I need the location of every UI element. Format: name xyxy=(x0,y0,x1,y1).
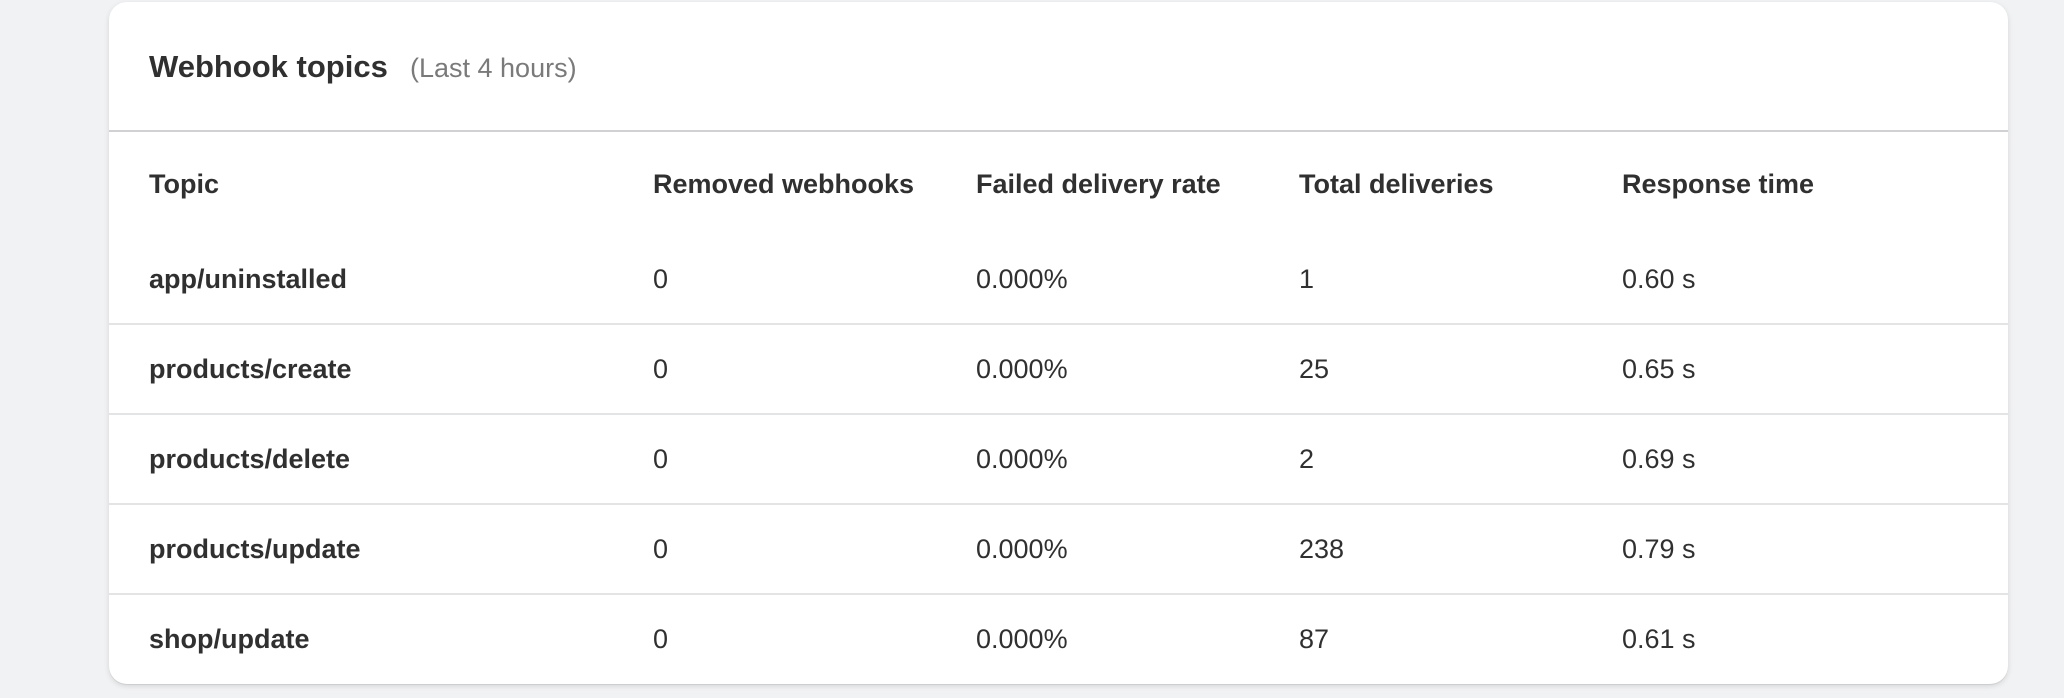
total-deliveries-cell: 25 xyxy=(1299,353,1330,384)
topic-cell: products/delete xyxy=(149,443,351,474)
column-header-response-time: Response time xyxy=(1622,168,1815,199)
table-row: products/delete 0 0.000% 2 0.69 s xyxy=(109,414,2008,504)
response-time-cell: 0.60 s xyxy=(1622,264,1696,294)
topic-cell: products/create xyxy=(149,353,352,384)
response-time-cell: 0.79 s xyxy=(1622,533,1696,564)
removed-webhooks-cell: 0 xyxy=(653,264,669,294)
table-header: Topic Removed webhooks Failed delivery r… xyxy=(109,132,2008,236)
failed-delivery-rate-cell: 0.000% xyxy=(976,353,1068,384)
topic-cell: products/update xyxy=(149,533,361,564)
column-header-failed-delivery-rate: Failed delivery rate xyxy=(976,168,1221,199)
column-header-topic: Topic xyxy=(149,168,219,199)
table-row: app/uninstalled 0 0.000% 1 0.60 s xyxy=(109,236,2008,324)
failed-delivery-rate-cell: 0.000% xyxy=(976,533,1068,564)
card-title: Webhook topics xyxy=(149,49,388,84)
failed-delivery-rate-cell: 0.000% xyxy=(976,624,1068,654)
total-deliveries-cell: 2 xyxy=(1299,443,1315,474)
card-header: Webhook topics (Last 4 hours) xyxy=(109,2,2008,132)
total-deliveries-cell: 1 xyxy=(1299,264,1315,294)
removed-webhooks-cell: 0 xyxy=(653,533,669,564)
table-row: shop/update 0 0.000% 87 0.61 s xyxy=(109,594,2008,684)
table-row: products/update 0 0.000% 238 0.79 s xyxy=(109,504,2008,594)
table-row: products/create 0 0.000% 25 0.65 s xyxy=(109,324,2008,414)
response-time-cell: 0.61 s xyxy=(1622,624,1696,654)
webhook-topics-table: Topic Removed webhooks Failed delivery r… xyxy=(109,132,2008,684)
total-deliveries-cell: 87 xyxy=(1299,624,1330,654)
removed-webhooks-cell: 0 xyxy=(653,443,669,474)
column-header-total-deliveries: Total deliveries xyxy=(1299,168,1494,199)
failed-delivery-rate-cell: 0.000% xyxy=(976,264,1068,294)
failed-delivery-rate-cell: 0.000% xyxy=(976,443,1068,474)
total-deliveries-cell: 238 xyxy=(1299,533,1345,564)
topic-cell: shop/update xyxy=(149,624,310,654)
table-body: app/uninstalled 0 0.000% 1 0.60 s produc… xyxy=(109,236,2008,684)
webhook-topics-card: Webhook topics (Last 4 hours) Topic Remo… xyxy=(109,2,2008,684)
topic-cell: app/uninstalled xyxy=(149,264,348,294)
card-subtitle: (Last 4 hours) xyxy=(410,53,577,83)
response-time-cell: 0.65 s xyxy=(1622,353,1696,384)
table-header-row: Topic Removed webhooks Failed delivery r… xyxy=(109,132,2008,236)
removed-webhooks-cell: 0 xyxy=(653,624,669,654)
column-header-removed-webhooks: Removed webhooks xyxy=(653,168,915,199)
response-time-cell: 0.69 s xyxy=(1622,443,1696,474)
removed-webhooks-cell: 0 xyxy=(653,353,669,384)
